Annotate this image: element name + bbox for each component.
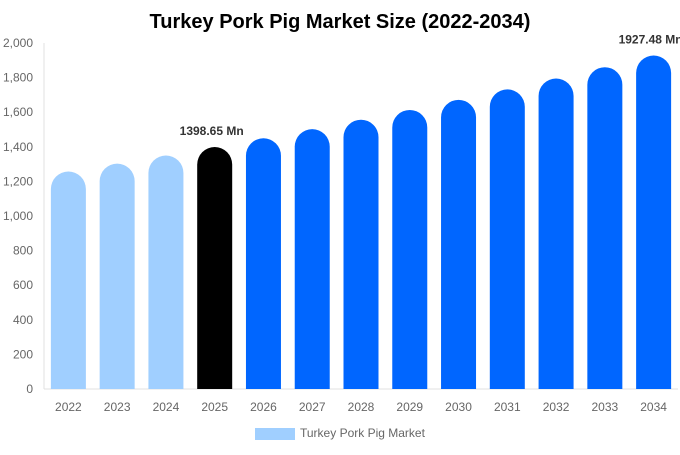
x-tick-label: 2030 — [445, 400, 472, 414]
x-tick-label: 2024 — [153, 400, 180, 414]
y-tick-label: 0 — [26, 382, 33, 396]
y-tick-label: 1,400 — [3, 140, 33, 154]
bar-2027 — [294, 129, 330, 390]
bar-2024 — [148, 155, 184, 389]
y-tick-label: 600 — [13, 278, 33, 292]
bar-2025 — [197, 147, 233, 389]
x-tick-label: 2027 — [299, 400, 326, 414]
bars — [50, 55, 672, 390]
legend-swatch — [255, 428, 295, 440]
y-tick-label: 1,200 — [3, 174, 33, 188]
y-tick-label: 1,800 — [3, 71, 33, 85]
bar-2023 — [99, 163, 135, 389]
data-label: 1398.65 Mn — [180, 124, 244, 138]
bar-2033 — [587, 67, 623, 389]
y-tick-label: 800 — [13, 244, 33, 258]
x-tick-label: 2032 — [543, 400, 570, 414]
y-tick-label: 2,000 — [3, 36, 33, 50]
bar-2032 — [538, 78, 574, 389]
bar-2026 — [245, 138, 281, 389]
data-label: 1927.48 Mn — [619, 33, 680, 47]
bar-2028 — [343, 119, 379, 389]
legend-label: Turkey Pork Pig Market — [300, 426, 426, 440]
x-tick-label: 2022 — [55, 400, 82, 414]
y-tick-label: 1,600 — [3, 105, 33, 119]
x-tick-label: 2026 — [250, 400, 277, 414]
x-tick-label: 2033 — [591, 400, 618, 414]
y-tick-label: 1,000 — [3, 209, 33, 223]
annotations: 1398.65 Mn 1927.48 Mn — [180, 33, 680, 138]
x-tick-label: 2028 — [348, 400, 375, 414]
legend[interactable]: Turkey Pork Pig Market — [255, 426, 426, 440]
axes: 0 200 400 600 800 1,000 1,200 1,400 1,600 1,800 2,… — [3, 36, 678, 414]
x-tick-label: 2025 — [201, 400, 228, 414]
x-tick-label: 2031 — [494, 400, 521, 414]
chart-title: Turkey Pork Pig Market Size (2022-2034) — [150, 11, 531, 33]
x-tick-label: 2029 — [396, 400, 423, 414]
y-tick-label: 200 — [13, 347, 33, 361]
bar-2029 — [392, 109, 428, 390]
bar-2034 — [636, 55, 672, 389]
x-tick-label: 2034 — [640, 400, 667, 414]
y-tick-label: 400 — [13, 313, 33, 327]
bar-2030 — [441, 99, 477, 389]
bar-2031 — [489, 89, 525, 389]
bar-2022 — [50, 171, 86, 389]
x-tick-label: 2023 — [104, 400, 131, 414]
